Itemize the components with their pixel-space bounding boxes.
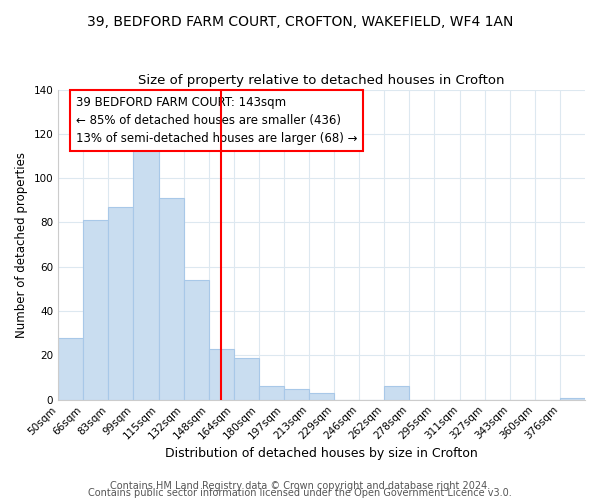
Bar: [158, 198, 184, 400]
Bar: [209, 349, 234, 400]
Bar: [58, 338, 83, 400]
Bar: [83, 220, 109, 400]
Bar: [109, 207, 133, 400]
Text: 39, BEDFORD FARM COURT, CROFTON, WAKEFIELD, WF4 1AN: 39, BEDFORD FARM COURT, CROFTON, WAKEFIE…: [87, 15, 513, 29]
Text: Contains HM Land Registry data © Crown copyright and database right 2024.: Contains HM Land Registry data © Crown c…: [110, 481, 490, 491]
Title: Size of property relative to detached houses in Crofton: Size of property relative to detached ho…: [139, 74, 505, 87]
Bar: [309, 393, 334, 400]
Bar: [133, 150, 158, 400]
Bar: [259, 386, 284, 400]
Bar: [560, 398, 585, 400]
Bar: [234, 358, 259, 400]
Bar: [284, 388, 309, 400]
Text: Contains public sector information licensed under the Open Government Licence v3: Contains public sector information licen…: [88, 488, 512, 498]
Text: 39 BEDFORD FARM COURT: 143sqm
← 85% of detached houses are smaller (436)
13% of : 39 BEDFORD FARM COURT: 143sqm ← 85% of d…: [76, 96, 357, 145]
Bar: [385, 386, 409, 400]
X-axis label: Distribution of detached houses by size in Crofton: Distribution of detached houses by size …: [165, 447, 478, 460]
Bar: [184, 280, 209, 400]
Y-axis label: Number of detached properties: Number of detached properties: [15, 152, 28, 338]
